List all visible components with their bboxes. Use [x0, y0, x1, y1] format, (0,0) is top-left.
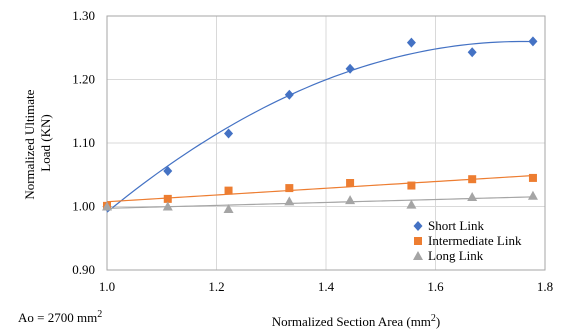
legend-marker-triangle: [413, 251, 423, 260]
point-short-link: [224, 128, 234, 139]
y-tick-label: 1.00: [72, 199, 95, 214]
x-axis-title: Normalized Section Area (mm2): [272, 313, 441, 329]
legend-item: Intermediate Link: [414, 233, 522, 248]
y-axis-title: Normalized Ultimate Load (KN): [22, 86, 53, 199]
point-long-link: [102, 201, 112, 211]
point-long-link: [527, 190, 538, 200]
trendline-intermediate-link: [106, 174, 533, 203]
point-long-link: [406, 199, 417, 209]
point-long-link: [284, 196, 295, 206]
point-short-link: [406, 37, 416, 48]
plot-area-frame: [106, 15, 546, 271]
point-short-link: [163, 165, 173, 176]
y-tick-labels: 0.90 1.00 1.10 1.20 1.30: [72, 8, 95, 277]
y-tick-label: 1.20: [72, 72, 95, 87]
legend-item: Short Link: [413, 218, 484, 233]
point-intermediate-link: [224, 186, 233, 195]
trendline-short-link: [106, 40, 533, 213]
y-tick-label: 0.90: [72, 262, 95, 277]
point-long-link: [223, 204, 234, 214]
y-axis-title-line1: Normalized Ultimate: [22, 89, 37, 199]
legend-item: Long Link: [413, 248, 484, 263]
x-tick-label: 1.6: [427, 279, 444, 294]
y-axis-title-line2: Load (KN): [38, 114, 53, 171]
x-tick-labels: 1.0 1.2 1.4 1.6 1.8: [99, 279, 553, 294]
x-tick-label: 1.2: [208, 279, 224, 294]
point-short-link: [345, 63, 355, 74]
point-intermediate-link: [528, 173, 537, 182]
point-intermediate-link: [163, 194, 172, 203]
point-long-link: [162, 201, 173, 211]
point-long-link: [467, 191, 478, 201]
legend-label: Short Link: [428, 218, 484, 233]
legend-label: Intermediate Link: [428, 233, 522, 248]
x-tick-label: 1.4: [318, 279, 335, 294]
point-short-link: [467, 47, 477, 58]
x-tick-label: 1.0: [99, 279, 115, 294]
trendline-long-link: [106, 196, 533, 209]
data-points: [102, 36, 538, 214]
legend-marker-diamond: [413, 221, 423, 231]
x-tick-label: 1.8: [537, 279, 553, 294]
reference-area-note: Ao = 2700 mm2: [18, 309, 102, 325]
point-short-link: [528, 36, 538, 47]
point-short-link: [284, 89, 294, 100]
legend-label: Long Link: [428, 248, 484, 263]
point-intermediate-link: [285, 184, 294, 193]
legend-marker-square: [414, 237, 422, 245]
y-tick-label: 1.30: [72, 8, 95, 23]
point-intermediate-link: [468, 175, 477, 184]
point-intermediate-link: [407, 181, 416, 190]
y-tick-label: 1.10: [72, 135, 95, 150]
point-intermediate-link: [346, 179, 355, 188]
point-long-link: [345, 195, 356, 205]
trendlines: [106, 40, 533, 213]
